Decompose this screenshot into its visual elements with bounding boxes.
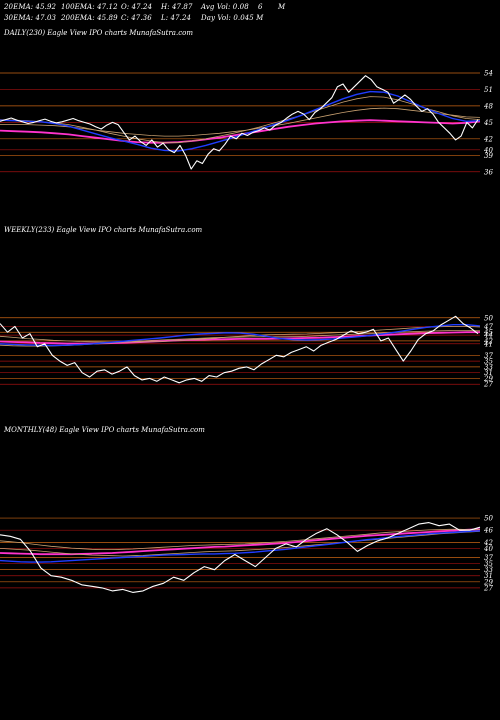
ema30-line	[0, 531, 481, 557]
header-close: C: 47.36	[121, 14, 152, 22]
y-tick-label: 31	[484, 369, 493, 377]
ema30-line	[0, 96, 481, 144]
y-tick-label: 31	[484, 572, 493, 580]
y-tick-label: 50	[484, 515, 493, 523]
header-ema200: 200EMA: 45.89	[61, 14, 118, 22]
y-tick-label: 45	[483, 119, 493, 127]
header-avg-vol: Avg Vol: 0.08	[201, 3, 249, 11]
monthly-chart-title: MONTHLY(48) Eagle View IPO charts Munafa…	[4, 426, 205, 434]
y-tick-label: 46	[483, 527, 493, 535]
weekly-chart-title: WEEKLY(233) Eagle View IPO charts Munafa…	[4, 226, 203, 234]
header-high: H: 47.87	[161, 3, 193, 11]
y-tick-label: 37	[484, 352, 493, 360]
y-tick-label: 42	[483, 539, 493, 547]
y-tick-label: 50	[484, 314, 493, 322]
y-tick-label: 44	[483, 332, 493, 340]
ema200-line	[0, 528, 481, 556]
y-tick-label: 42	[483, 337, 493, 345]
ema100-line	[0, 107, 481, 137]
ema50-line	[0, 325, 481, 343]
y-tick-label: 45	[483, 329, 493, 337]
daily-chart-title: DAILY(230) Eagle View IPO charts MunafaS…	[4, 29, 193, 37]
header-ema100: 100EMA: 47.12	[61, 3, 118, 11]
y-tick-label: 33	[484, 363, 493, 371]
y-tick-label: 41	[483, 340, 493, 348]
y-tick-label: 47	[483, 323, 493, 331]
weekly-panel: WEEKLY(233) Eagle View IPO charts Munafa…	[0, 226, 493, 389]
header-day-vol: Day Vol: 0.045 M	[201, 14, 264, 22]
y-tick-label: 54	[484, 69, 493, 77]
ema100-line	[0, 528, 480, 550]
y-tick-label: 33	[484, 566, 493, 574]
header-low: L: 47.24	[161, 14, 192, 22]
y-tick-label: 29	[483, 578, 493, 586]
y-tick-label: 36	[484, 168, 493, 176]
header-m: M	[278, 3, 286, 11]
price-line	[0, 315, 479, 384]
y-tick-label: 35	[484, 358, 493, 366]
y-tick-label: 42	[483, 135, 493, 143]
ema20-line	[0, 324, 481, 347]
price-line	[0, 522, 481, 593]
y-tick-label: 40	[483, 545, 493, 553]
header-open: O: 47.24	[121, 3, 153, 11]
ema20-line	[0, 530, 481, 563]
header-six: 6	[258, 3, 263, 11]
y-tick-label: 39	[484, 152, 493, 160]
price-line	[0, 75, 479, 170]
y-tick-label: 37	[484, 554, 493, 562]
y-tick-label: 27	[483, 584, 493, 592]
header-ema20: 20EMA: 45.92	[4, 3, 57, 11]
y-tick-label: 40	[483, 146, 493, 154]
daily-panel: DAILY(230) Eagle View IPO charts MunafaS…	[0, 0, 500, 230]
y-tick-label: 51	[484, 86, 493, 94]
y-tick-label: 27	[483, 381, 493, 389]
ema200-line	[0, 331, 480, 345]
y-tick-label: 35	[484, 560, 493, 568]
y-tick-label: 48	[483, 102, 493, 110]
y-tick-label: 29	[483, 375, 493, 383]
header-ema30: 30EMA: 47.03	[4, 14, 57, 22]
